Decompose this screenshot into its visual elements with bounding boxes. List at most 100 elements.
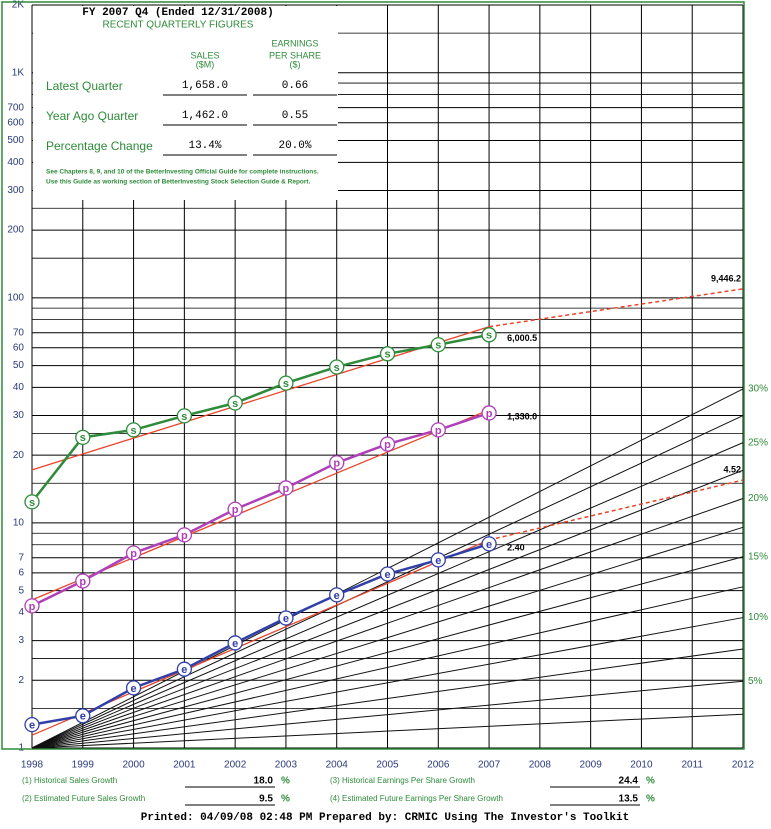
- growth-label: 25%: [748, 437, 768, 448]
- x-tick-label: 2001: [173, 760, 196, 771]
- column-header: PER SHARE: [269, 50, 321, 60]
- column-header: SALES: [190, 50, 219, 60]
- data-point: [227, 395, 243, 411]
- growth-line: [31, 526, 744, 749]
- data-point: [75, 429, 91, 445]
- growth-value: 9.5: [259, 794, 273, 805]
- point-marker: p: [181, 530, 188, 542]
- growth-line: [31, 469, 744, 749]
- trend-projection: [488, 288, 744, 328]
- growth-label: 10%: [748, 612, 768, 623]
- point-marker: p: [232, 504, 239, 516]
- y-tick-label: 300: [7, 185, 24, 196]
- y-tick-label: 4: [18, 607, 24, 618]
- series-line: [31, 411, 490, 607]
- row-label: Year Ago Quarter: [46, 109, 138, 123]
- growth-summary: (1) Historical Sales Growth 18.0 % (2) Esti…: [22, 776, 655, 824]
- growth-unit: %: [281, 794, 290, 805]
- cell-value: 0.66: [282, 80, 308, 92]
- point-marker: p: [283, 483, 290, 495]
- plot: 5% 10% 15% 20% 25% 30% 9,446.2 4.52 s s s s s s s s s s 6,…: [24, 273, 768, 749]
- data-point: [278, 610, 294, 626]
- series-line: [31, 542, 490, 726]
- y-tick-label: 70: [13, 327, 25, 338]
- cell-value: 1,658.0: [182, 80, 228, 92]
- series-end-label: 2.40: [507, 542, 525, 552]
- series-end-label: 6,000.5: [507, 333, 537, 343]
- data-point: [481, 536, 497, 552]
- x-tick-label: 2006: [427, 760, 450, 771]
- x-tick-label: 2009: [580, 760, 603, 771]
- point-marker: s: [232, 398, 238, 410]
- growth-unit: %: [281, 776, 290, 787]
- y-tick-label: 3: [18, 635, 24, 646]
- x-tick-label: 1998: [21, 760, 44, 771]
- point-marker: s: [283, 378, 289, 390]
- data-point: [430, 422, 446, 438]
- y-tick-label: 7: [18, 552, 24, 563]
- growth-label: 20%: [748, 493, 768, 504]
- row-label: Latest Quarter: [46, 79, 123, 93]
- y-tick-label: 20: [13, 450, 25, 461]
- point-marker: s: [334, 362, 340, 374]
- growth-line: [31, 648, 744, 749]
- growth-value: 13.5: [619, 794, 639, 805]
- data-point: [176, 408, 193, 424]
- point-marker: e: [181, 664, 187, 676]
- growth-unit: %: [646, 776, 655, 787]
- panel-note: See Chapters 8, 9, and 10 of the BetterI…: [46, 169, 319, 176]
- point-marker: p: [29, 601, 36, 613]
- point-marker: e: [486, 539, 492, 551]
- point-marker: e: [29, 720, 35, 732]
- data-point: [379, 436, 396, 452]
- data-point: [278, 375, 294, 391]
- x-tick-label: 2003: [275, 760, 298, 771]
- growth-line: [31, 442, 744, 749]
- y-tick-label: 1: [18, 743, 24, 754]
- point-marker: e: [334, 590, 340, 602]
- chart-subtitle: RECENT QUARTERLY FIGURES: [103, 20, 254, 31]
- data-point: [227, 635, 243, 651]
- y-tick-label: 6: [18, 567, 24, 578]
- data-point: [430, 552, 446, 568]
- point-marker: s: [29, 497, 35, 509]
- cell-value: 13.4%: [188, 140, 221, 152]
- data-point: [24, 716, 40, 733]
- point-marker: s: [181, 411, 187, 423]
- point-marker: e: [283, 613, 289, 625]
- data-point: [227, 501, 243, 517]
- point-marker: s: [384, 349, 390, 361]
- point-marker: p: [79, 576, 86, 588]
- point-marker: e: [80, 711, 86, 723]
- data-point: [329, 587, 345, 603]
- growth-line: [31, 586, 744, 749]
- data-point: [329, 359, 345, 375]
- y-tick-label: 10: [13, 518, 25, 529]
- point-marker: p: [486, 408, 493, 420]
- y-tick-label: 500: [7, 135, 24, 146]
- data-point: [24, 494, 40, 510]
- panel-note: Use this Guide as working section of Bet…: [46, 179, 311, 186]
- growth-label: (1) Historical Sales Growth: [22, 776, 117, 785]
- growth-line: [31, 713, 744, 749]
- growth-line: [31, 617, 744, 749]
- data-point: [379, 346, 396, 362]
- growth-label: 15%: [748, 551, 768, 562]
- y-tick-label: 30: [13, 410, 25, 421]
- point-marker: s: [80, 432, 86, 444]
- x-tick-label: 2004: [326, 760, 349, 771]
- growth-label: (4) Estimated Future Earnings Per Share …: [330, 794, 503, 803]
- data-point: [379, 566, 396, 582]
- data-point: [430, 337, 446, 353]
- y-tick-label: 100: [7, 292, 24, 303]
- point-marker: p: [333, 458, 340, 470]
- y-tick-label: 1K: [12, 67, 25, 78]
- y-tick-label: 700: [7, 102, 24, 113]
- data-point: [24, 598, 40, 614]
- data-point: [75, 573, 91, 589]
- data-point: [125, 680, 142, 696]
- data-point: [176, 661, 193, 677]
- data-point: [176, 527, 193, 543]
- y-tick-label: 600: [7, 117, 24, 128]
